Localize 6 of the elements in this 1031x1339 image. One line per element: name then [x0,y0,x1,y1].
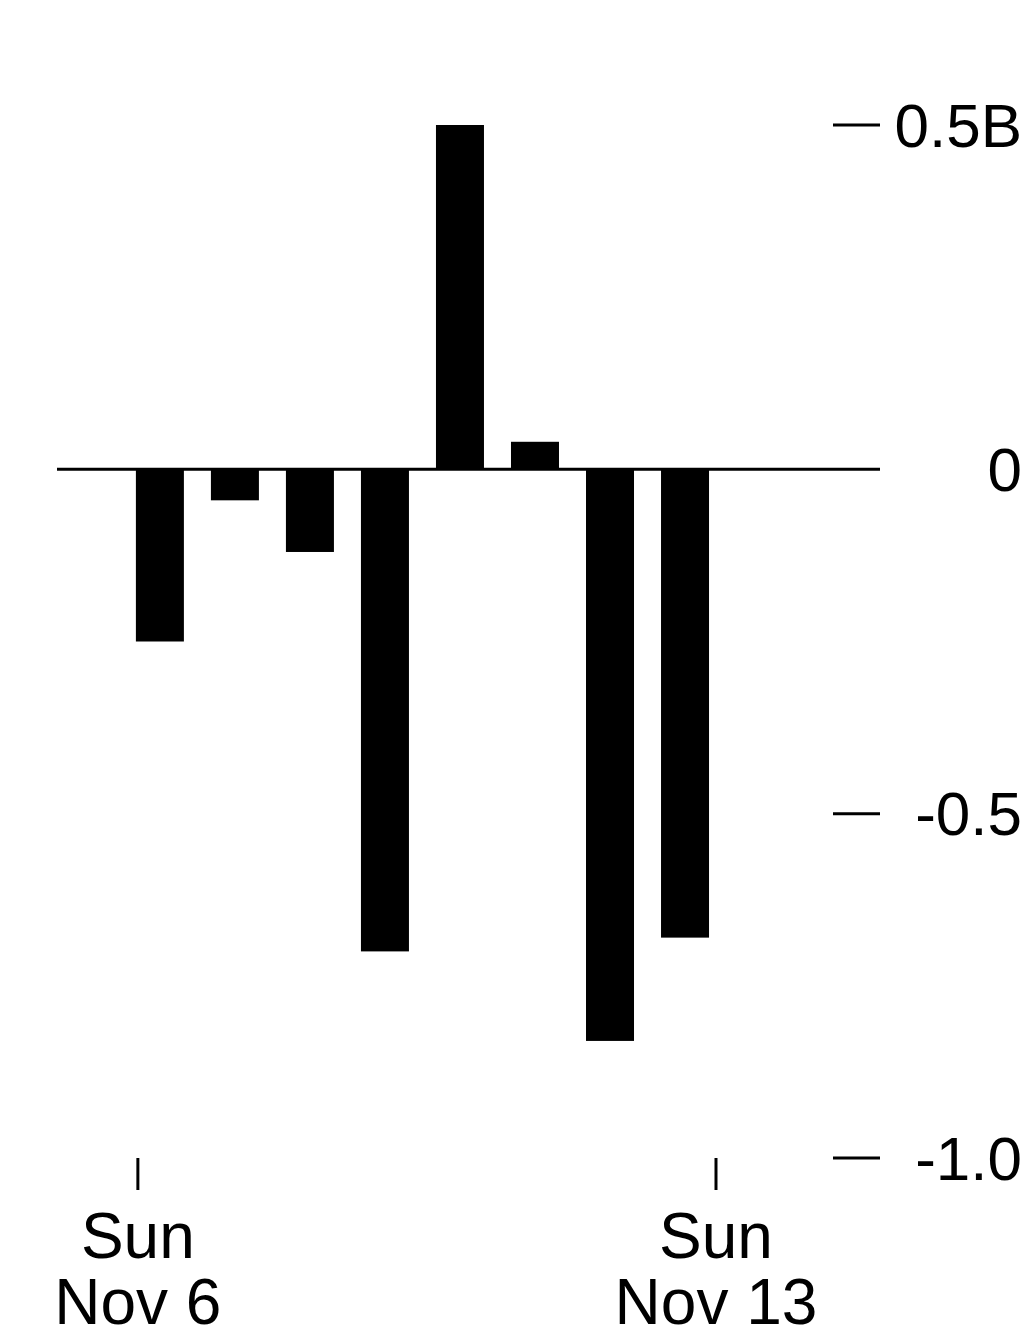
y-tick-label: -0.5 [915,779,1022,849]
x-tick-label: Sun Nov 6 [54,1200,222,1338]
x-tick-label: Sun Nov 13 [614,1200,818,1338]
y-tick-label: -1.0 [915,1123,1022,1193]
y-tick-label: 0.5B [894,90,1022,160]
y-tick-label: 0 [987,434,1022,504]
